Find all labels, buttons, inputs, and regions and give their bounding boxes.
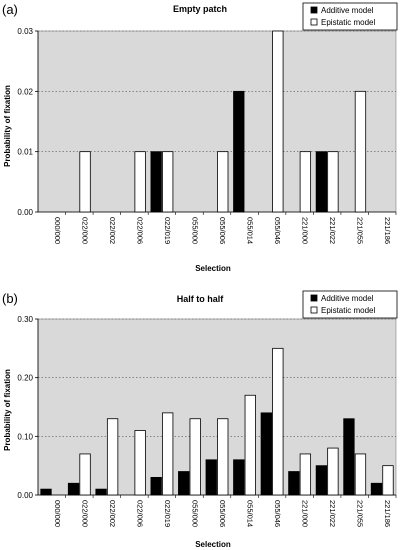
panel-b-ytick-label: 0.00: [17, 491, 33, 500]
panel-b-category-label: 055/046: [273, 500, 282, 527]
panel-a-category-label: 022/006: [135, 217, 144, 244]
panel-b-bar-additive: [233, 459, 245, 496]
panel-a-bar-additive: [233, 90, 245, 213]
panel-a-bar-epistatic: [79, 151, 91, 213]
panel-a-bar-epistatic: [299, 151, 312, 213]
panel-b-bar-additive: [370, 482, 383, 496]
panel-a-xlabel: Selection: [195, 264, 231, 273]
panel-a-category-label: 221/022: [328, 217, 337, 244]
panel-b-bar-epistatic: [162, 412, 174, 496]
panel-b-xlabel: Selection: [195, 540, 231, 549]
panel-b-category-label: 221/055: [356, 500, 365, 527]
panel-b-bar-additive: [40, 488, 52, 496]
panel-b-category-label: 022/002: [108, 500, 117, 527]
panel-b-ytick-label: 0.20: [17, 374, 33, 383]
panel-a-ytick-label: 0.00: [17, 208, 33, 217]
panel-a-legend-additive: Additive model: [321, 6, 374, 15]
panel-b-category-label: 022/000: [80, 500, 89, 527]
panel-a-ylabel: Probability of fixation: [3, 85, 12, 167]
panel-a-title: Empty patch: [173, 4, 227, 14]
panel-b-ylabel: Probability of fixation: [3, 369, 12, 451]
panel-b-category-label: 221/022: [328, 500, 337, 527]
panel-a-label: (a): [2, 2, 18, 17]
panel-a-legend-epistatic: Epistatic model: [321, 18, 375, 27]
panel-b-bar-epistatic: [79, 453, 91, 496]
panel-b-bar-additive: [205, 459, 217, 496]
panel-b-bar-epistatic: [382, 465, 394, 496]
panel-b-category-label: 055/014: [246, 500, 255, 527]
panel-b-legend-swatch-epistatic: [310, 306, 318, 314]
panel-b-title: Half to half: [177, 294, 225, 304]
panel-b-bar-additive: [288, 471, 300, 496]
panel-b-label: (b): [2, 291, 18, 306]
panel-a-category-label: 221/186: [383, 217, 392, 244]
panel-b: (b) Half to half Probability of fixation…: [2, 290, 398, 549]
panel-a-bar-epistatic: [217, 151, 229, 213]
panel-a-legend: Additive model Epistatic model: [302, 2, 398, 31]
panel-b-category-label: 221/186: [383, 500, 392, 527]
panel-a-ytick-label: 0.03: [17, 27, 33, 36]
panel-a: (a) Empty patch Probability of fixation …: [2, 2, 398, 273]
panel-b-legend-box: [302, 290, 398, 319]
panel-b-ytick-label: 0.30: [17, 315, 33, 324]
panel-b-bar-epistatic: [106, 418, 119, 496]
panel-b-category-label: 000/000: [53, 500, 62, 527]
panel-b-legend: Additive model Epistatic model: [302, 290, 398, 319]
panel-b-bar-additive: [315, 465, 328, 496]
panel-a-category-label: 055/006: [218, 217, 227, 244]
panel-b-bar-additive: [95, 488, 107, 496]
panel-b-bar-epistatic: [354, 453, 367, 496]
panel-a-legend-swatch-additive: [310, 6, 318, 14]
panel-a-bar-epistatic: [272, 30, 284, 213]
panel-a-category-label: 022/000: [80, 217, 89, 244]
panel-a-legend-swatch-epistatic: [310, 18, 318, 26]
panel-a-bar-epistatic: [327, 151, 339, 213]
panel-b-bar-epistatic: [244, 394, 256, 496]
panel-b-bar-epistatic: [299, 453, 312, 496]
panel-a-category-label: 022/002: [108, 217, 117, 244]
panel-b-bar-epistatic: [272, 347, 284, 496]
panel-b-legend-additive: Additive model: [321, 294, 374, 303]
panel-b-bar-epistatic: [189, 418, 201, 496]
panel-a-bar-additive: [150, 151, 162, 213]
panel-a-bar-additive: [315, 151, 328, 213]
panel-b-category-label: 055/000: [190, 500, 199, 527]
panel-b-bar-additive: [150, 476, 162, 496]
panel-b-legend-swatch-additive: [310, 294, 318, 302]
panel-a-category-label: 221/055: [356, 217, 365, 244]
panel-b-category-label: 055/006: [218, 500, 227, 527]
panel-b-bar-additive: [260, 412, 272, 496]
panel-a-category-label: 000/000: [53, 217, 62, 244]
panel-a-bar-epistatic: [354, 90, 367, 213]
panel-a-bar-epistatic: [162, 151, 174, 213]
panel-b-category-label: 221/000: [301, 500, 310, 527]
panel-a-ytick-label: 0.01: [17, 148, 33, 157]
panel-b-ytick-label: 0.10: [17, 432, 33, 441]
panel-b-bar-epistatic: [327, 447, 339, 496]
panel-b-category-label: 022/019: [163, 500, 172, 527]
panel-a-category-label: 055/014: [246, 217, 255, 244]
panel-a-category-label: 022/019: [163, 217, 172, 244]
panel-b-category-label: 022/006: [135, 500, 144, 527]
panel-a-ytick-label: 0.02: [17, 87, 33, 96]
panel-b-bar-additive: [343, 418, 355, 496]
panel-b-bar-epistatic: [217, 418, 229, 496]
panel-a-category-label: 055/046: [273, 217, 282, 244]
panel-b-bar-epistatic: [134, 430, 146, 496]
panel-a-plot-area: [37, 30, 397, 213]
panel-b-bar-additive: [178, 471, 190, 496]
panel-b-legend-epistatic: Epistatic model: [321, 306, 375, 315]
panel-b-plot-area: [37, 318, 397, 496]
panel-a-category-label: 055/000: [190, 217, 199, 244]
panel-b-bar-additive: [67, 482, 80, 496]
panel-a-bar-epistatic: [134, 151, 146, 213]
panel-a-category-label: 221/000: [301, 217, 310, 244]
panel-a-legend-box: [302, 2, 398, 31]
